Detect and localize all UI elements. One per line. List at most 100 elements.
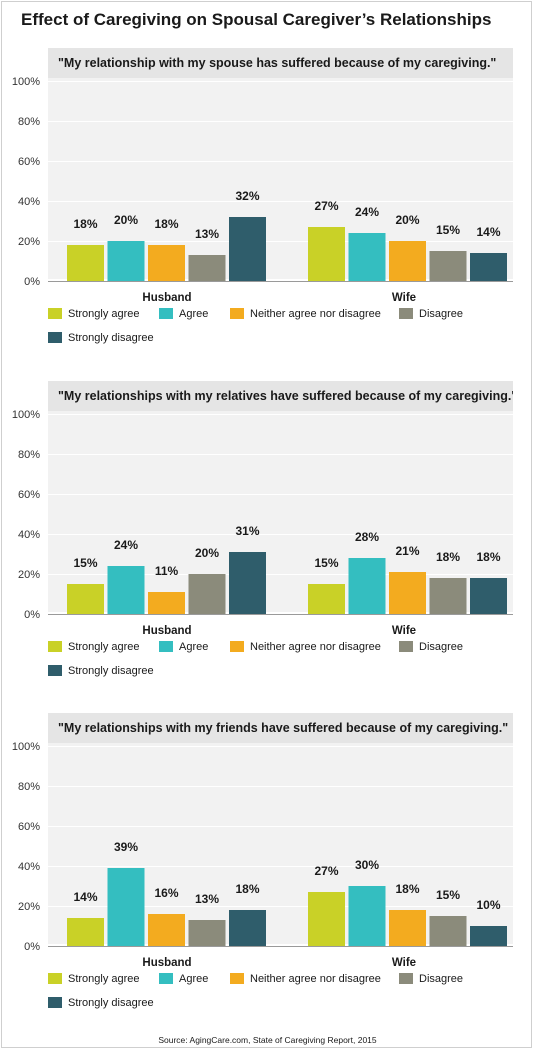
data-label: 16% [154, 886, 178, 900]
y-tick-label: 80% [18, 781, 40, 793]
bar-wife-neither-agree-nor-disagree [389, 241, 426, 281]
bar-husband-disagree [188, 574, 226, 614]
data-label: 18% [436, 550, 460, 564]
y-tick-label: 20% [18, 569, 40, 581]
data-label: 18% [476, 550, 500, 564]
data-label: 28% [355, 530, 379, 544]
bar-husband-strongly-agree [67, 918, 104, 946]
data-label: 24% [355, 205, 379, 219]
data-label: 27% [314, 864, 338, 878]
data-label: 11% [155, 564, 179, 578]
legend-label: Strongly disagree [68, 332, 154, 344]
source-note: Source: AgingCare.com, State of Caregivi… [158, 1035, 377, 1045]
data-label: 20% [395, 213, 419, 227]
data-label: 13% [195, 227, 219, 241]
legend-swatch [399, 308, 413, 319]
legend-swatch [48, 332, 62, 343]
bar-wife-strongly-disagree [470, 926, 507, 946]
x-category-label: Husband [142, 292, 191, 304]
data-label: 13% [195, 892, 219, 906]
data-label: 18% [235, 882, 259, 896]
legend-label: Disagree [419, 641, 464, 653]
y-tick-label: 0% [24, 609, 40, 621]
bar-wife-strongly-agree [308, 584, 345, 614]
data-label: 10% [476, 898, 500, 912]
bar-husband-agree [107, 566, 145, 614]
main-title: Effect of Caregiving on Spousal Caregive… [21, 10, 492, 29]
data-label: 20% [195, 546, 219, 560]
bar-husband-neither-agree-nor-disagree [148, 245, 185, 281]
legend-swatch [230, 973, 244, 984]
x-category-label: Husband [142, 625, 191, 637]
data-label: 15% [436, 888, 460, 902]
bar-wife-disagree [429, 251, 467, 281]
bar-wife-disagree [429, 916, 467, 946]
y-tick-label: 0% [24, 941, 40, 953]
data-label: 32% [235, 189, 259, 203]
data-label: 18% [395, 882, 419, 896]
bar-husband-strongly-agree [67, 584, 104, 614]
bar-wife-strongly-agree [308, 227, 345, 281]
bar-chart: 0% 20% 40% 60% 80% 100% 14% 39% 16% 13% 18% Husband… [12, 741, 513, 969]
y-tick-label: 60% [18, 821, 40, 833]
legend-label: Agree [179, 641, 209, 653]
bar-wife-strongly-agree [308, 892, 345, 946]
y-tick-label: 40% [18, 196, 40, 208]
legend-swatch [48, 308, 62, 319]
legend-swatch [230, 641, 244, 652]
chart-panel-friends: "My relationships with my friends have s… [0, 713, 535, 1043]
legend-swatch [159, 641, 173, 652]
x-category-label: Wife [392, 625, 416, 637]
bar-wife-neither-agree-nor-disagree [389, 572, 426, 614]
chart-panel-spouse: "My relationship with my spouse has suff… [0, 48, 535, 378]
panel-title: "My relationship with my spouse has suff… [48, 48, 513, 78]
bar-husband-agree [107, 241, 145, 281]
bar-husband-strongly-disagree [229, 910, 266, 946]
y-tick-label: 80% [18, 116, 40, 128]
y-tick-label: 60% [18, 156, 40, 168]
y-tick-label: 80% [18, 449, 40, 461]
bar-chart: 0% 20% 40% 60% 80% 100% 15% 24% 11% 20% 31% Husband… [12, 409, 513, 637]
legend-label: Strongly agree [68, 641, 140, 653]
bar-husband-strongly-disagree [229, 217, 266, 281]
legend-label: Neither agree nor disagree [250, 308, 381, 320]
data-label: 20% [114, 213, 138, 227]
legend-swatch [399, 641, 413, 652]
bar-husband-strongly-disagree [229, 552, 266, 614]
data-label: 27% [314, 199, 338, 213]
bar-wife-strongly-disagree [470, 578, 507, 614]
data-label: 24% [114, 538, 138, 552]
y-tick-label: 0% [24, 276, 40, 288]
legend-label: Agree [179, 308, 209, 320]
data-label: 14% [73, 890, 97, 904]
legend-swatch [159, 308, 173, 319]
legend-swatch [48, 997, 62, 1008]
panel-title: "My relationships with my friends have s… [48, 713, 513, 743]
bar-husband-disagree [188, 920, 226, 946]
data-label: 15% [314, 556, 338, 570]
legend-swatch [48, 665, 62, 676]
legend-swatch [399, 973, 413, 984]
data-label: 15% [73, 556, 97, 570]
bar-husband-agree [107, 868, 145, 946]
data-label: 14% [476, 225, 500, 239]
x-category-label: Husband [142, 957, 191, 969]
data-label: 18% [154, 217, 178, 231]
legend-label: Strongly disagree [68, 997, 154, 1009]
data-label: 30% [355, 858, 379, 872]
bar-wife-disagree [429, 578, 467, 614]
bar-wife-strongly-disagree [470, 253, 507, 281]
chart-panel-relatives: "My relationships with my relatives have… [0, 381, 535, 711]
legend-label: Agree [179, 973, 209, 985]
legend-swatch [230, 308, 244, 319]
bar-husband-disagree [188, 255, 226, 281]
y-tick-label: 60% [18, 489, 40, 501]
bar-wife-agree [348, 233, 386, 281]
bar-chart: 0% 20% 40% 60% 80% 100% 18% 20% 18% 13% 32% Husband… [12, 76, 513, 304]
y-tick-label: 40% [18, 529, 40, 541]
data-label: 18% [73, 217, 97, 231]
legend-label: Strongly disagree [68, 665, 154, 677]
legend-swatch [159, 973, 173, 984]
bar-husband-neither-agree-nor-disagree [148, 592, 185, 614]
